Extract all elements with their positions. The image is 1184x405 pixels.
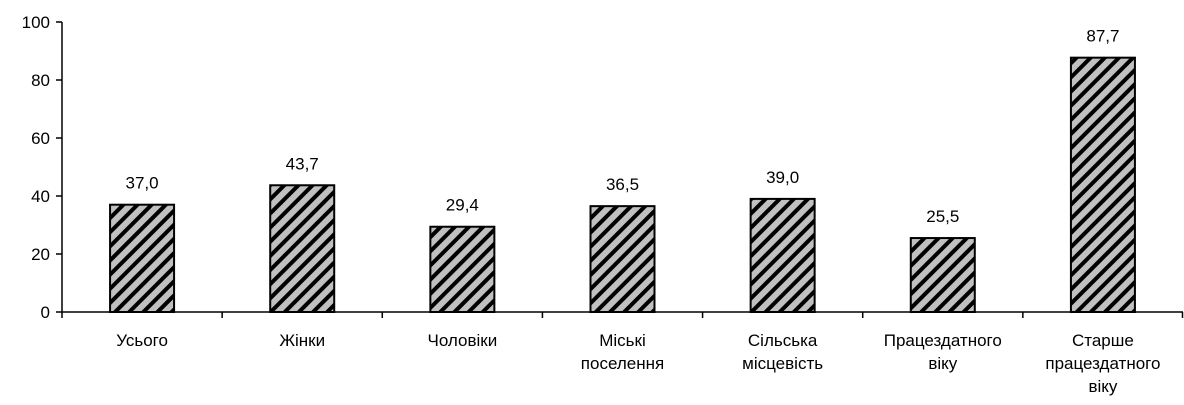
bar xyxy=(269,184,336,314)
category-label: Чоловіки xyxy=(427,331,497,350)
y-tick-label: 40 xyxy=(31,187,50,206)
bar xyxy=(109,203,176,313)
bar xyxy=(429,225,496,314)
bar xyxy=(589,205,656,313)
data-label: 37,0 xyxy=(126,174,159,193)
category-label: віку xyxy=(1088,377,1117,396)
y-tick-label: 100 xyxy=(22,13,50,32)
category-label: Міські xyxy=(599,331,646,350)
data-label: 25,5 xyxy=(926,207,959,226)
data-label: 39,0 xyxy=(766,168,799,187)
data-label: 43,7 xyxy=(286,154,319,173)
category-label: Усього xyxy=(116,331,168,350)
category-label: Жінки xyxy=(279,331,325,350)
y-tick-label: 0 xyxy=(41,303,50,322)
y-tick-label: 80 xyxy=(31,71,50,90)
y-axis: 0 20 40 60 80 100 xyxy=(22,13,63,322)
category-label: Старше xyxy=(1072,331,1134,350)
category-label: працездатного xyxy=(1045,354,1160,373)
category-label: поселення xyxy=(581,354,664,373)
bar xyxy=(1069,56,1136,313)
category-label: Працездатного xyxy=(884,331,1002,350)
data-label: 87,7 xyxy=(1086,27,1119,46)
bar xyxy=(749,197,816,313)
data-label: 29,4 xyxy=(446,196,479,215)
bars xyxy=(109,56,1136,314)
y-tick-label: 60 xyxy=(31,129,50,148)
category-label: місцевість xyxy=(742,354,823,373)
category-labels: Усього Жінки Чоловіки Міські поселення Сільсь… xyxy=(116,331,1160,396)
category-label: віку xyxy=(928,354,957,373)
bar xyxy=(909,237,976,313)
category-label: Сільська xyxy=(748,331,818,350)
data-labels: 37,0 43,7 29,4 36,5 39,0 25,5 87,7 xyxy=(126,27,1120,226)
y-tick-label: 20 xyxy=(31,245,50,264)
data-label: 36,5 xyxy=(606,175,639,194)
